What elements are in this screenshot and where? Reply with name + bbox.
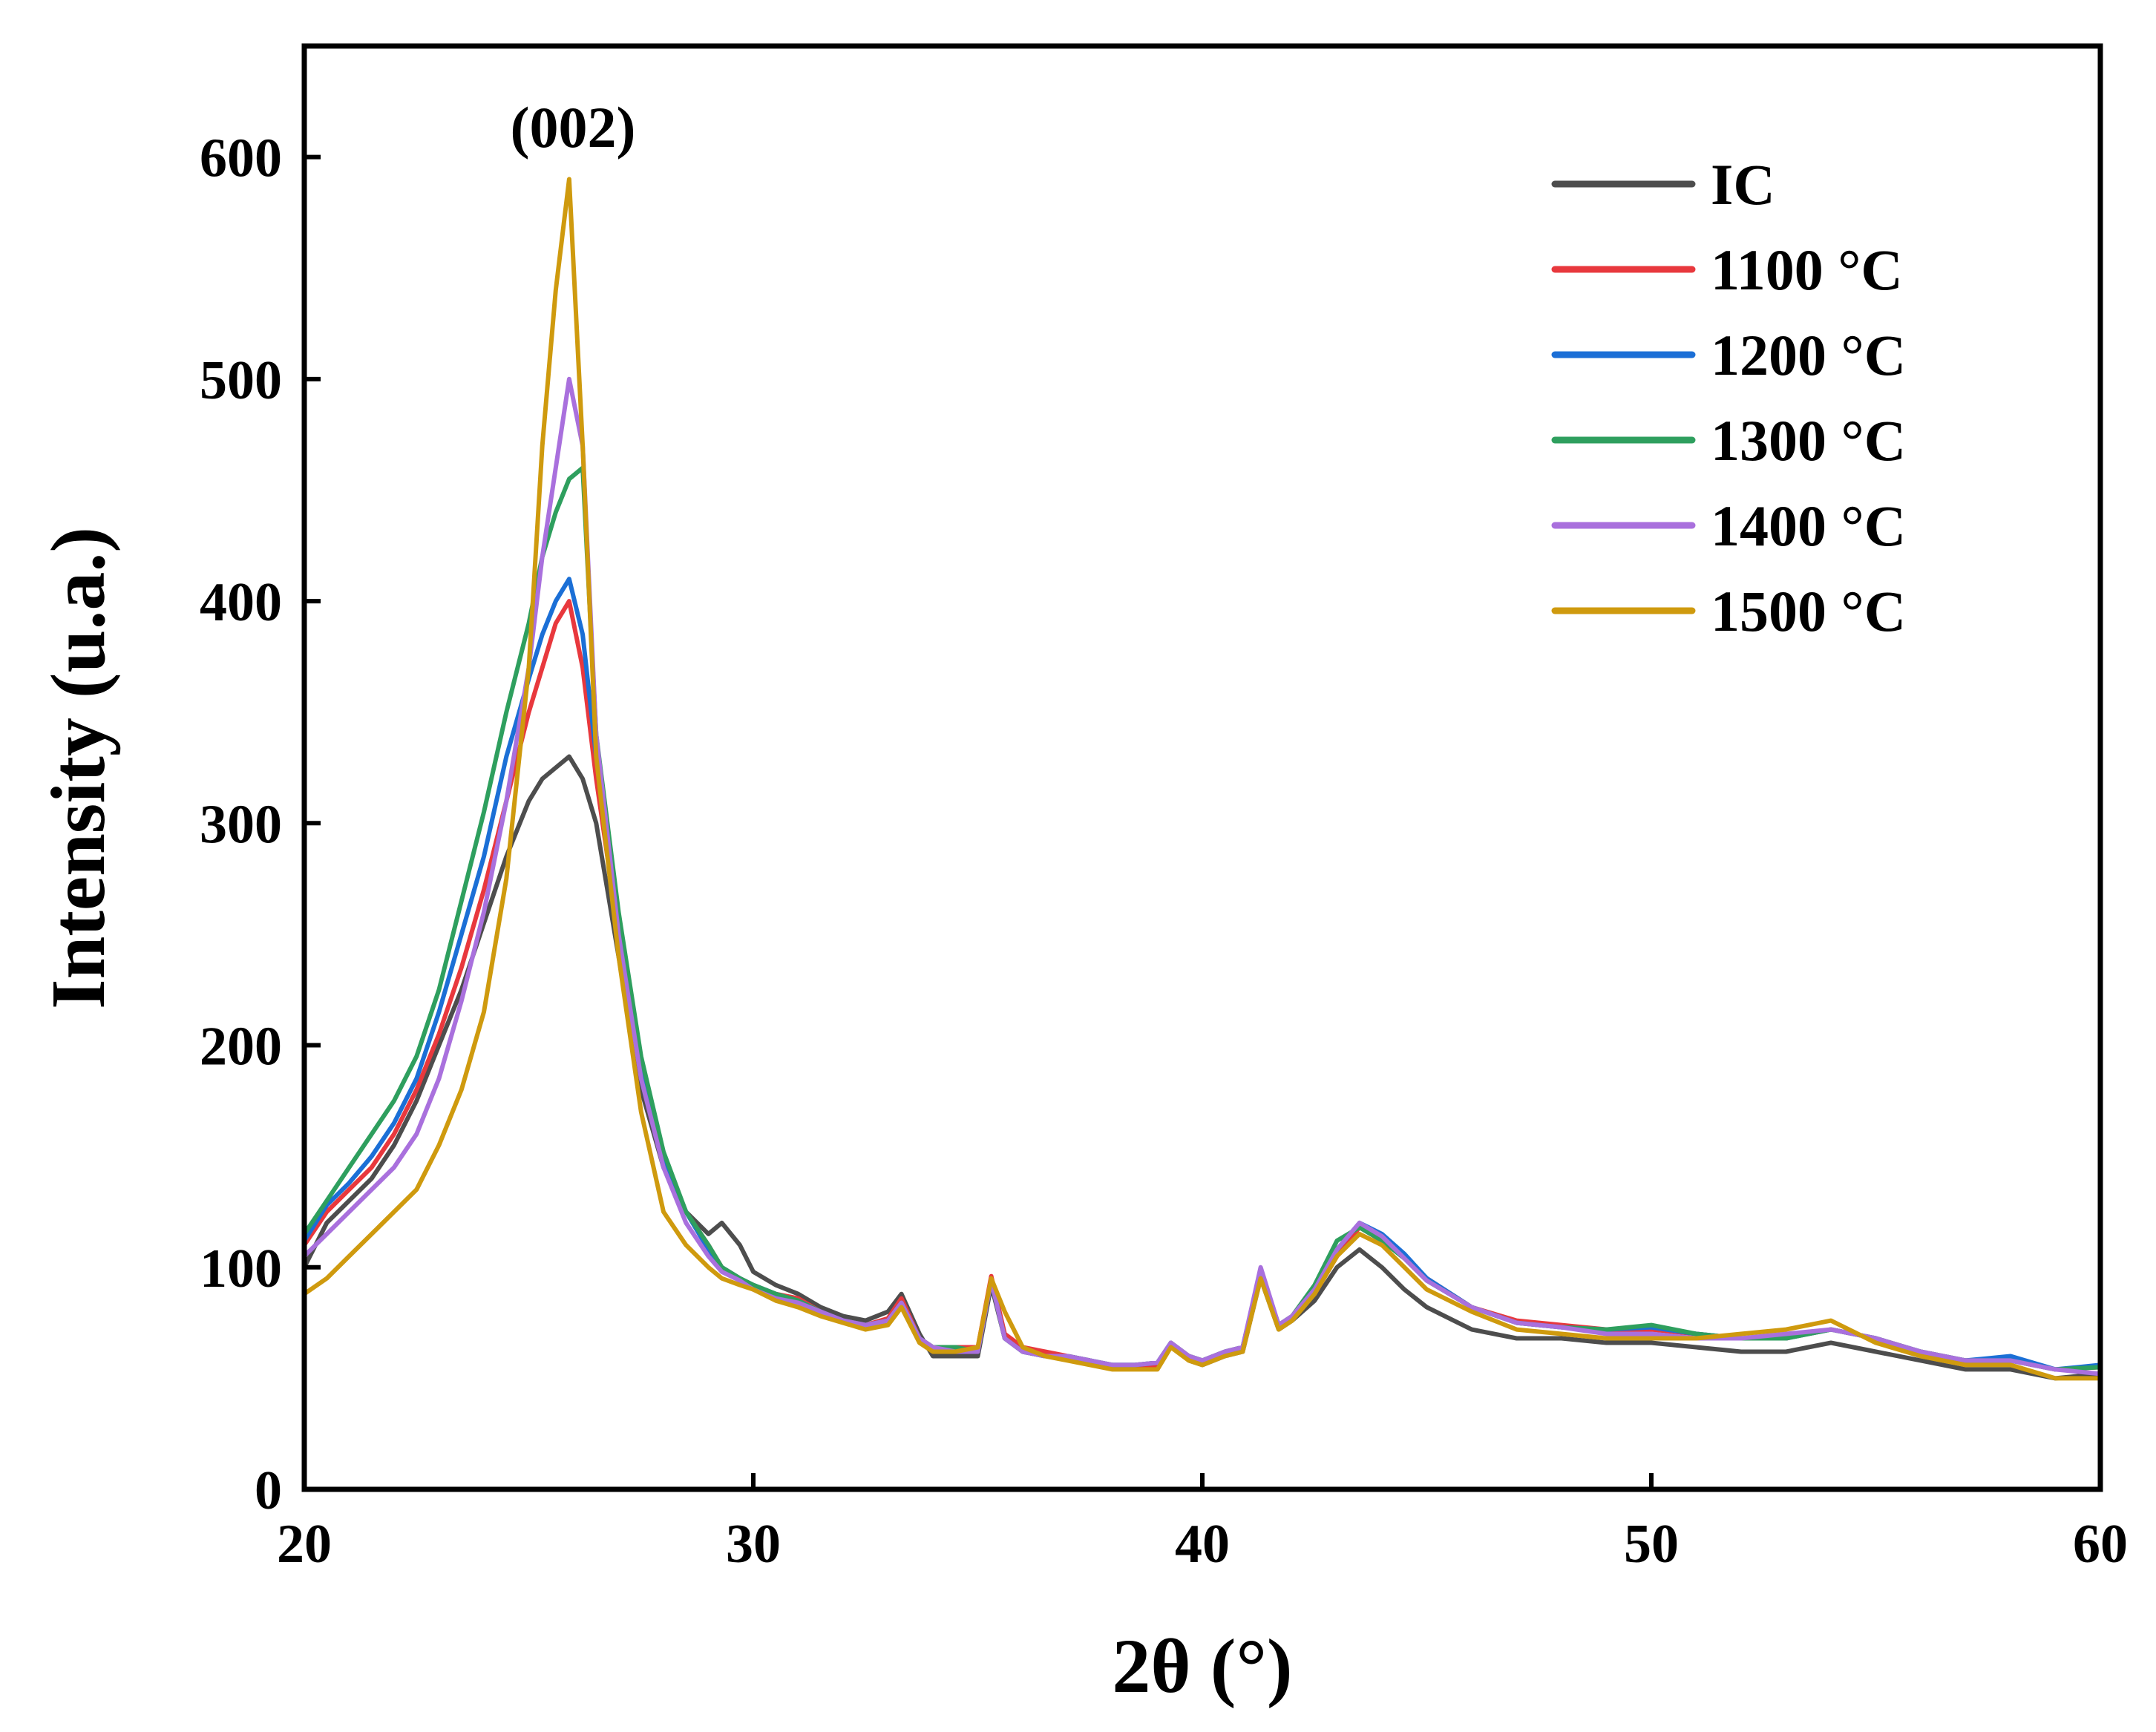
y-tick-label: 0 (255, 1460, 282, 1521)
y-tick-label: 100 (200, 1239, 282, 1299)
legend-label-1: 1100 °C (1711, 237, 1903, 302)
y-axis: 0 100 200 300 400 500 600 (200, 128, 321, 1521)
x-tick-label: 60 (2073, 1514, 2128, 1575)
legend-label-5: 1500 °C (1711, 579, 1906, 643)
x-tick-label: 20 (277, 1514, 332, 1575)
legend-label-2: 1200 °C (1711, 323, 1906, 387)
legend-label-0: IC (1711, 152, 1775, 217)
y-tick-label: 200 (200, 1017, 282, 1077)
series-line-5 (302, 177, 2103, 1381)
y-tick-label: 600 (200, 128, 282, 189)
y-axis-title: Intensity (u.a.) (36, 527, 121, 1009)
y-tick-label: 500 (200, 350, 282, 411)
x-tick-label: 50 (1624, 1514, 1679, 1575)
x-tick-label: 30 (726, 1514, 781, 1575)
series-line-4 (302, 376, 2103, 1377)
legend-label-4: 1400 °C (1711, 493, 1906, 558)
peak-002-annotation: (002) (511, 95, 636, 160)
y-tick-label: 300 (200, 794, 282, 855)
x-axis: 20 30 40 50 60 (277, 1473, 2128, 1575)
x-tick-label: 40 (1175, 1514, 1230, 1575)
x-axis-title: 2θ (°) (1112, 1624, 1292, 1709)
series-layer (302, 177, 2103, 1381)
legend-label-3: 1300 °C (1711, 408, 1906, 473)
y-tick-label: 400 (200, 572, 282, 633)
legend: IC 1100 °C 1200 °C 1300 °C 1400 °C 1500 °C (1551, 152, 1906, 643)
